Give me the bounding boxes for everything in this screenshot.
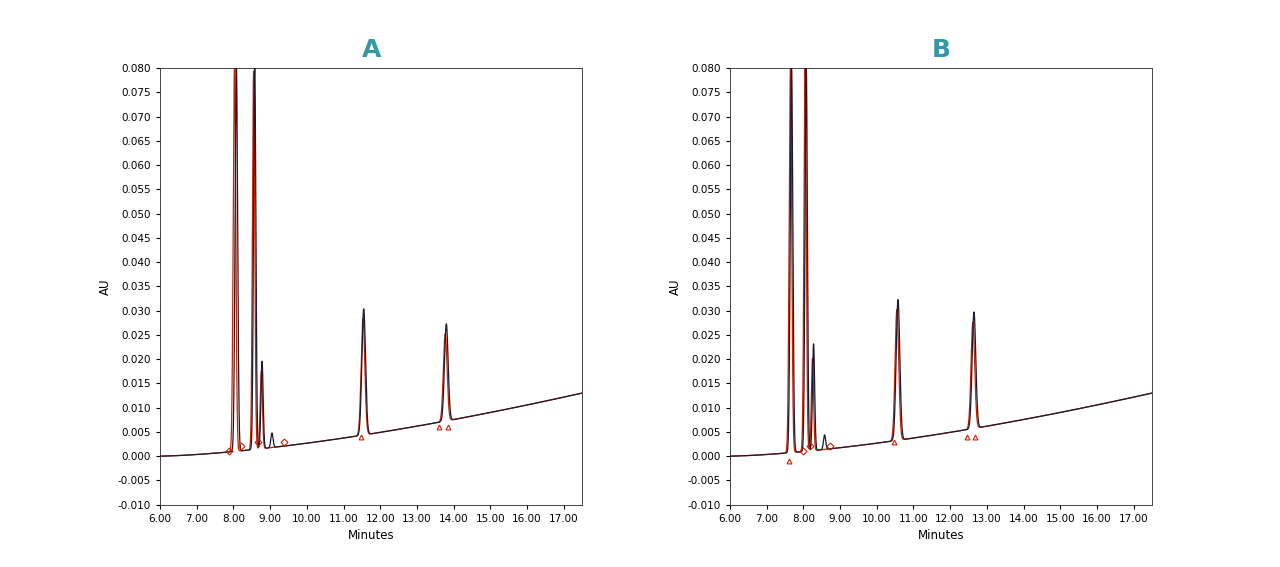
Y-axis label: AU: AU [669, 278, 682, 295]
X-axis label: Minutes: Minutes [348, 529, 394, 542]
X-axis label: Minutes: Minutes [918, 529, 964, 542]
Title: B: B [932, 38, 951, 62]
Title: A: A [361, 38, 380, 62]
Y-axis label: AU: AU [99, 278, 113, 295]
